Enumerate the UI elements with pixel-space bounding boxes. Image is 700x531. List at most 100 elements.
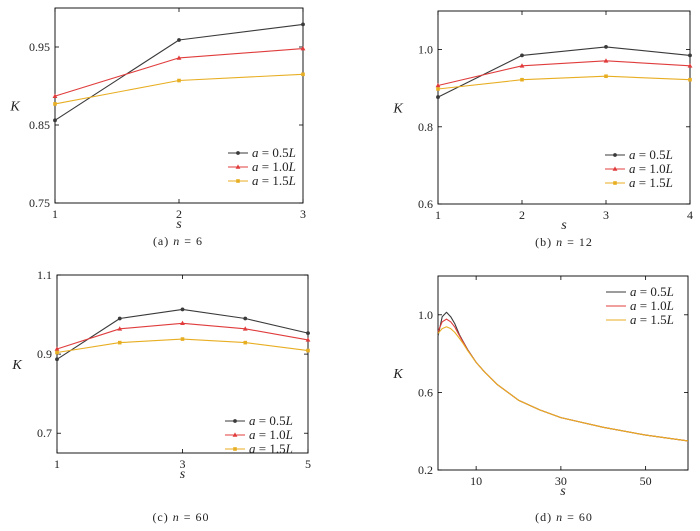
legend-var: a [249,413,256,428]
legend-unit: L [665,161,673,176]
data-point [436,87,440,91]
panel-caption: (b) n = 12 [535,235,593,249]
x-tick-label: 50 [640,474,652,488]
legend-marker [613,153,617,157]
data-point [687,63,693,68]
data-point [436,95,440,99]
data-point [306,348,310,353]
data-point [177,78,181,83]
legend-value: = 1.5 [256,441,286,456]
caption-letter: (d) [535,510,556,524]
caption-value: = 60 [184,510,210,524]
data-point [435,82,441,88]
legend-var: a [629,175,636,190]
data-point [55,350,59,355]
panel-caption: (d) n = 60 [535,510,593,524]
legend: a = 0.5La = 1.0La = 1.5L [225,413,293,456]
legend-value: = 1.0 [636,161,666,176]
legend-unit: L [666,298,674,313]
legend-marker [235,164,241,169]
y-tick-label: 1.0 [418,43,433,57]
y-tick-label: 0.6 [418,385,433,399]
y-tick-label: 0.8 [418,120,433,134]
legend-marker [233,419,237,423]
caption-letter: (a) [153,234,173,248]
legend-var: a [252,145,259,160]
legend-var: a [249,427,256,442]
legend-value: = 0.5 [256,413,286,428]
data-point [52,93,58,98]
legend-unit: L [285,441,293,456]
x-tick-label: 3 [180,457,186,471]
legend-var: a [252,173,259,188]
legend-entry: a = 1.0L [629,161,673,176]
data-point [300,45,306,51]
y-tick-label: 0.6 [418,197,433,211]
legend-marker [613,181,617,185]
legend-var: a [629,161,636,176]
legend: a = 0.5La = 1.0La = 1.5L [606,284,674,327]
legend-var: a [630,312,637,327]
data-point [54,346,60,351]
x-axis-label: s [180,467,186,482]
legend-value: = 1.0 [256,427,286,442]
data-point [520,77,524,82]
data-point [53,118,57,123]
data-point [180,307,185,312]
legend: a = 0.5La = 1.0La = 1.5L [228,145,296,188]
x-tick-label: 2 [176,207,182,221]
legend-unit: L [666,284,674,299]
panel-caption: (c) n = 60 [152,510,209,524]
series-line-1 [56,308,309,360]
data-point [520,53,524,58]
legend-unit: L [665,147,673,162]
legend-entry: a = 1.5L [252,173,296,188]
legend-value: = 1.5 [636,175,666,190]
y-tick-label: 0.9 [37,347,52,361]
data-point [55,357,59,362]
legend-unit: L [666,312,674,327]
legend-entry: a = 0.5L [630,284,674,299]
x-tick-label: 1 [52,207,58,221]
data-point [688,77,692,82]
data-point [53,102,57,106]
legend-marker [612,166,618,171]
data-point [301,22,305,27]
legend-unit: L [665,175,673,190]
legend-unit: L [288,159,296,174]
legend-marker [233,447,237,451]
x-tick-label: 30 [555,474,567,488]
x-tick-label: 1 [54,457,60,471]
series-line-2 [56,322,309,350]
legend-entry: a = 1.5L [249,441,293,456]
data-point [117,326,123,331]
caption-var: n [173,510,184,524]
y-axis-label: K [392,367,403,382]
series-line-1 [437,311,689,442]
legend-var: a [249,441,256,456]
x-tick-label: 1 [435,208,441,222]
legend-unit: L [285,427,293,442]
legend-var: a [630,298,637,313]
data-point [306,331,310,336]
legend: a = 0.5La = 1.0La = 1.5L [605,147,673,190]
data-point [519,63,525,68]
caption-value: = 60 [567,510,593,524]
x-tick-label: 3 [300,207,306,221]
data-point [603,58,609,63]
legend-entry: a = 1.0L [249,427,293,442]
data-point [243,316,248,321]
series-line-2 [437,318,689,442]
data-point [305,337,311,342]
caption-var: n [556,235,567,249]
legend-var: a [630,284,637,299]
legend-entry: a = 1.0L [252,159,296,174]
y-tick-label: 0.95 [29,40,50,54]
y-tick-label: 0.75 [29,196,50,210]
x-tick-label: 2 [519,208,525,222]
data-point [688,53,692,58]
data-point [242,326,248,331]
series-line-3 [56,338,309,354]
